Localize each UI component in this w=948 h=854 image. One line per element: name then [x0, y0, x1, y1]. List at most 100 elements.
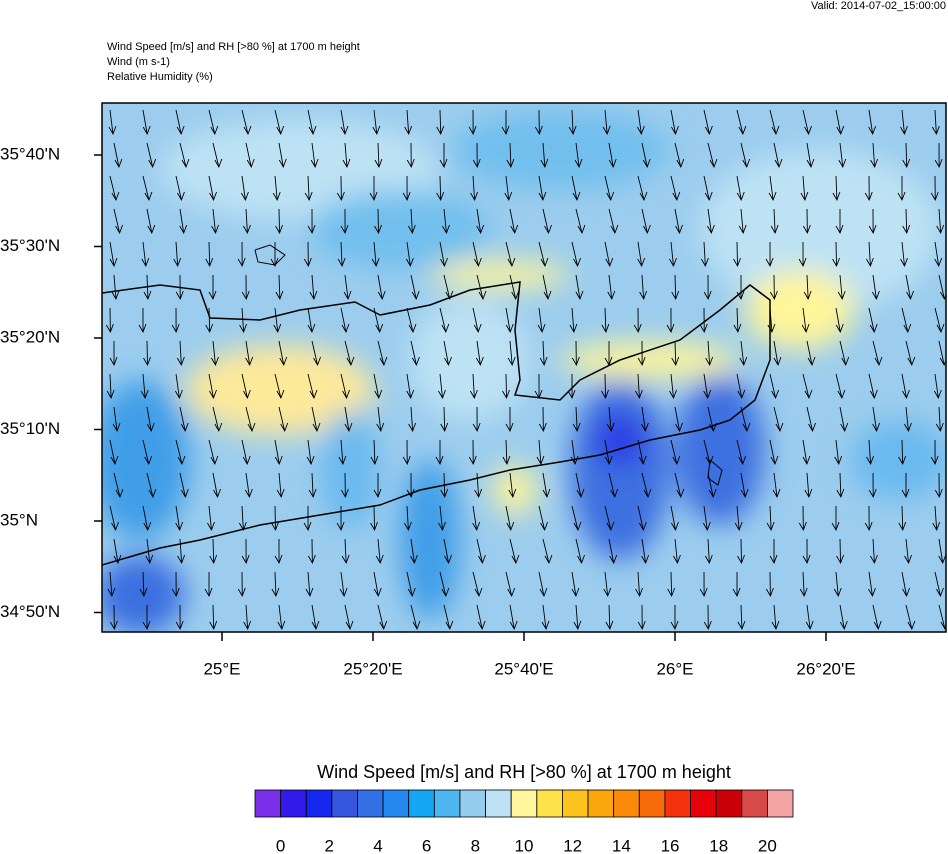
wind-arrow — [705, 340, 714, 367]
wind-arrow — [704, 538, 713, 565]
wind-arrow — [804, 472, 813, 499]
wind-arrow — [934, 571, 944, 598]
lat-label: 35°N — [0, 510, 38, 529]
colorbar-box — [305, 789, 333, 818]
wind-arrow — [207, 505, 215, 532]
colorbar-tick-label: 6 — [422, 836, 431, 854]
wind-arrow — [604, 439, 613, 466]
colorbar-box — [485, 789, 512, 818]
wind-arrow — [243, 604, 252, 631]
lon-label: 25°E — [203, 659, 240, 678]
wind-arrow — [634, 373, 643, 400]
wind-arrow — [306, 439, 315, 466]
wind-arrow — [537, 307, 546, 334]
wind-arrow — [769, 538, 778, 565]
wind-arrow — [703, 373, 712, 400]
wind-arrow — [538, 571, 548, 598]
wind-arrow — [938, 604, 946, 631]
wind-arrow — [245, 340, 254, 367]
wind-arrow — [567, 373, 576, 400]
wind-arrow — [113, 208, 124, 235]
wind-arrow — [337, 241, 346, 268]
wind-arrow — [109, 241, 118, 268]
valid-time: Valid: 2014-07-02_15:00:00 — [811, 0, 946, 12]
colorbar-tick-label: 8 — [471, 836, 480, 854]
wind-arrow — [737, 604, 746, 631]
wind-arrow — [377, 340, 388, 367]
wind-arrow — [868, 472, 877, 499]
wind-arrow — [175, 175, 185, 202]
wind-arrow — [112, 406, 121, 433]
colorbar-box — [433, 789, 461, 818]
wind-arrow — [410, 538, 418, 565]
wind-arrow — [670, 604, 679, 631]
lat-label: 34°50'N — [0, 602, 60, 621]
wind-arrow — [865, 241, 874, 268]
wind-arrow — [209, 538, 218, 565]
wind-arrow — [472, 241, 482, 268]
wind-arrow — [404, 109, 413, 136]
wind-arrow — [835, 307, 844, 334]
wind-arrow — [274, 109, 285, 136]
wind-arrow — [900, 241, 908, 268]
wind-arrow — [637, 505, 647, 532]
wind-arrow — [113, 472, 124, 499]
wind-arrow — [211, 340, 219, 367]
wind-arrow — [340, 373, 350, 400]
wind-arrow — [605, 604, 614, 631]
wind-arrow — [772, 472, 781, 499]
wind-arrow — [145, 538, 154, 565]
wind-arrow — [476, 208, 485, 235]
wind-arrow — [835, 109, 845, 136]
wind-arrow — [542, 472, 551, 499]
wind-arrow — [904, 406, 912, 433]
wind-arrow — [637, 604, 646, 631]
wind-arrow — [344, 340, 355, 367]
wind-arrow — [799, 571, 808, 598]
wind-arrow — [904, 538, 912, 565]
wind-arrow — [142, 109, 151, 136]
wind-arrow — [410, 604, 421, 631]
wind-arrow — [472, 142, 481, 169]
wind-arrow — [703, 175, 713, 202]
wind-arrow — [472, 505, 481, 532]
wind-arrow — [468, 109, 477, 136]
wind-arrow — [838, 142, 847, 169]
colorbar-box — [510, 789, 538, 818]
wind-arrow — [898, 439, 907, 466]
wind-arrow — [536, 439, 545, 466]
wind-arrow — [373, 307, 384, 334]
wind-arrow — [872, 340, 883, 367]
wind-arrow — [442, 208, 450, 235]
colorbar-tick-label: 4 — [373, 836, 382, 854]
wind-arrow — [608, 472, 619, 499]
wind-arrow — [435, 440, 444, 466]
wind-arrow — [271, 571, 280, 598]
wind-arrow — [736, 175, 745, 202]
wind-arrow — [505, 241, 516, 268]
wind-arrow — [505, 307, 514, 334]
wind-arrow — [270, 241, 279, 268]
wind-arrow — [238, 505, 247, 532]
wind-arrow — [574, 142, 583, 169]
wind-arrow — [237, 241, 246, 268]
wind-arrow — [340, 109, 349, 136]
colorbar-tick-label: 2 — [325, 836, 334, 854]
wind-arrow — [773, 340, 782, 367]
wind-arrow — [344, 604, 354, 631]
wind-arrow — [505, 406, 514, 433]
wind-arrow — [766, 571, 774, 598]
wind-arrow — [472, 406, 481, 433]
wind-arrow — [438, 373, 446, 400]
colorbar-tick-label: 18 — [709, 836, 728, 854]
wind-arrow — [773, 142, 783, 169]
wind-arrow — [303, 505, 312, 532]
wind-arrow — [212, 472, 221, 499]
wind-arrow — [737, 538, 745, 565]
wind-arrow — [406, 307, 417, 334]
wind-arrow — [835, 373, 846, 400]
colorbar-tick-label: 0 — [276, 836, 285, 854]
wind-arrow — [602, 109, 611, 136]
wind-arrow — [839, 340, 850, 367]
wind-arrow — [171, 571, 180, 598]
